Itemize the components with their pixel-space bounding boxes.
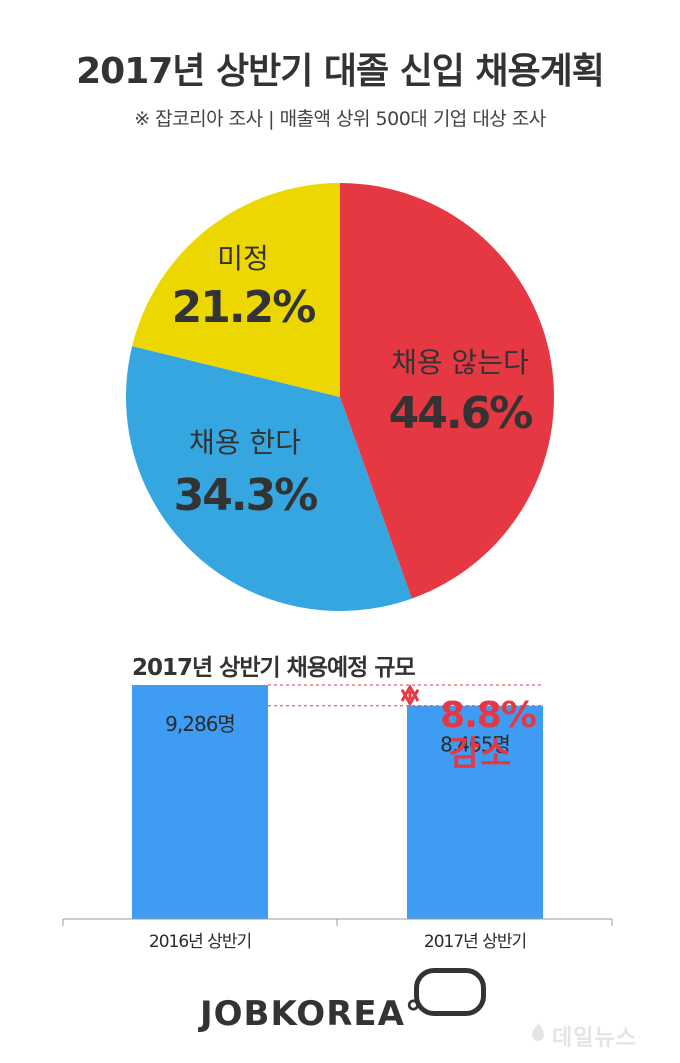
bar-value-label: 8,465명 xyxy=(440,733,510,757)
pie-slice-value: 44.6% xyxy=(389,388,533,439)
arrow-head-down-icon xyxy=(400,688,420,707)
pie-slice-value: 21.2% xyxy=(172,282,316,333)
logo-bubble-icon xyxy=(414,968,486,1016)
pie-slice xyxy=(340,183,554,599)
pie-slice xyxy=(132,183,340,397)
watermark-text: 데일뉴스 xyxy=(552,1026,637,1051)
bar xyxy=(407,705,543,919)
chart-title: 2017년 상반기 대졸 신입 채용계획 xyxy=(76,51,605,92)
brand-name: JOBKOREA xyxy=(200,994,405,1034)
jobkorea-logo: JOBKOREA° xyxy=(200,994,423,1034)
x-tick-label: 2016년 상반기 xyxy=(149,932,251,952)
chart-subtitle: ※ 잡코리아 조사 | 매출액 상위 500대 기업 대상 조사 xyxy=(134,108,546,130)
x-tick-label: 2017년 상반기 xyxy=(424,932,526,952)
bar-value-label: 9,286명 xyxy=(165,712,235,736)
pie-slice-label: 채용 않는다 xyxy=(391,346,529,379)
decrease-label: 감소 xyxy=(449,734,512,774)
watermark-flame-icon xyxy=(532,1023,544,1041)
pie-slice-label: 미정 xyxy=(217,242,269,275)
decrease-percent: 8.8% xyxy=(440,695,536,736)
pie-slice-label: 채용 한다 xyxy=(189,426,301,459)
bar xyxy=(132,685,268,919)
pie-chart: 채용 않는다 44.6% 채용 한다 34.3% 미정 21.2% xyxy=(125,183,554,611)
pie-slice-value: 34.3% xyxy=(174,470,318,521)
bar-chart-title: 2017년 상반기 채용예정 규모 xyxy=(132,655,416,681)
pie-slice xyxy=(125,346,412,611)
